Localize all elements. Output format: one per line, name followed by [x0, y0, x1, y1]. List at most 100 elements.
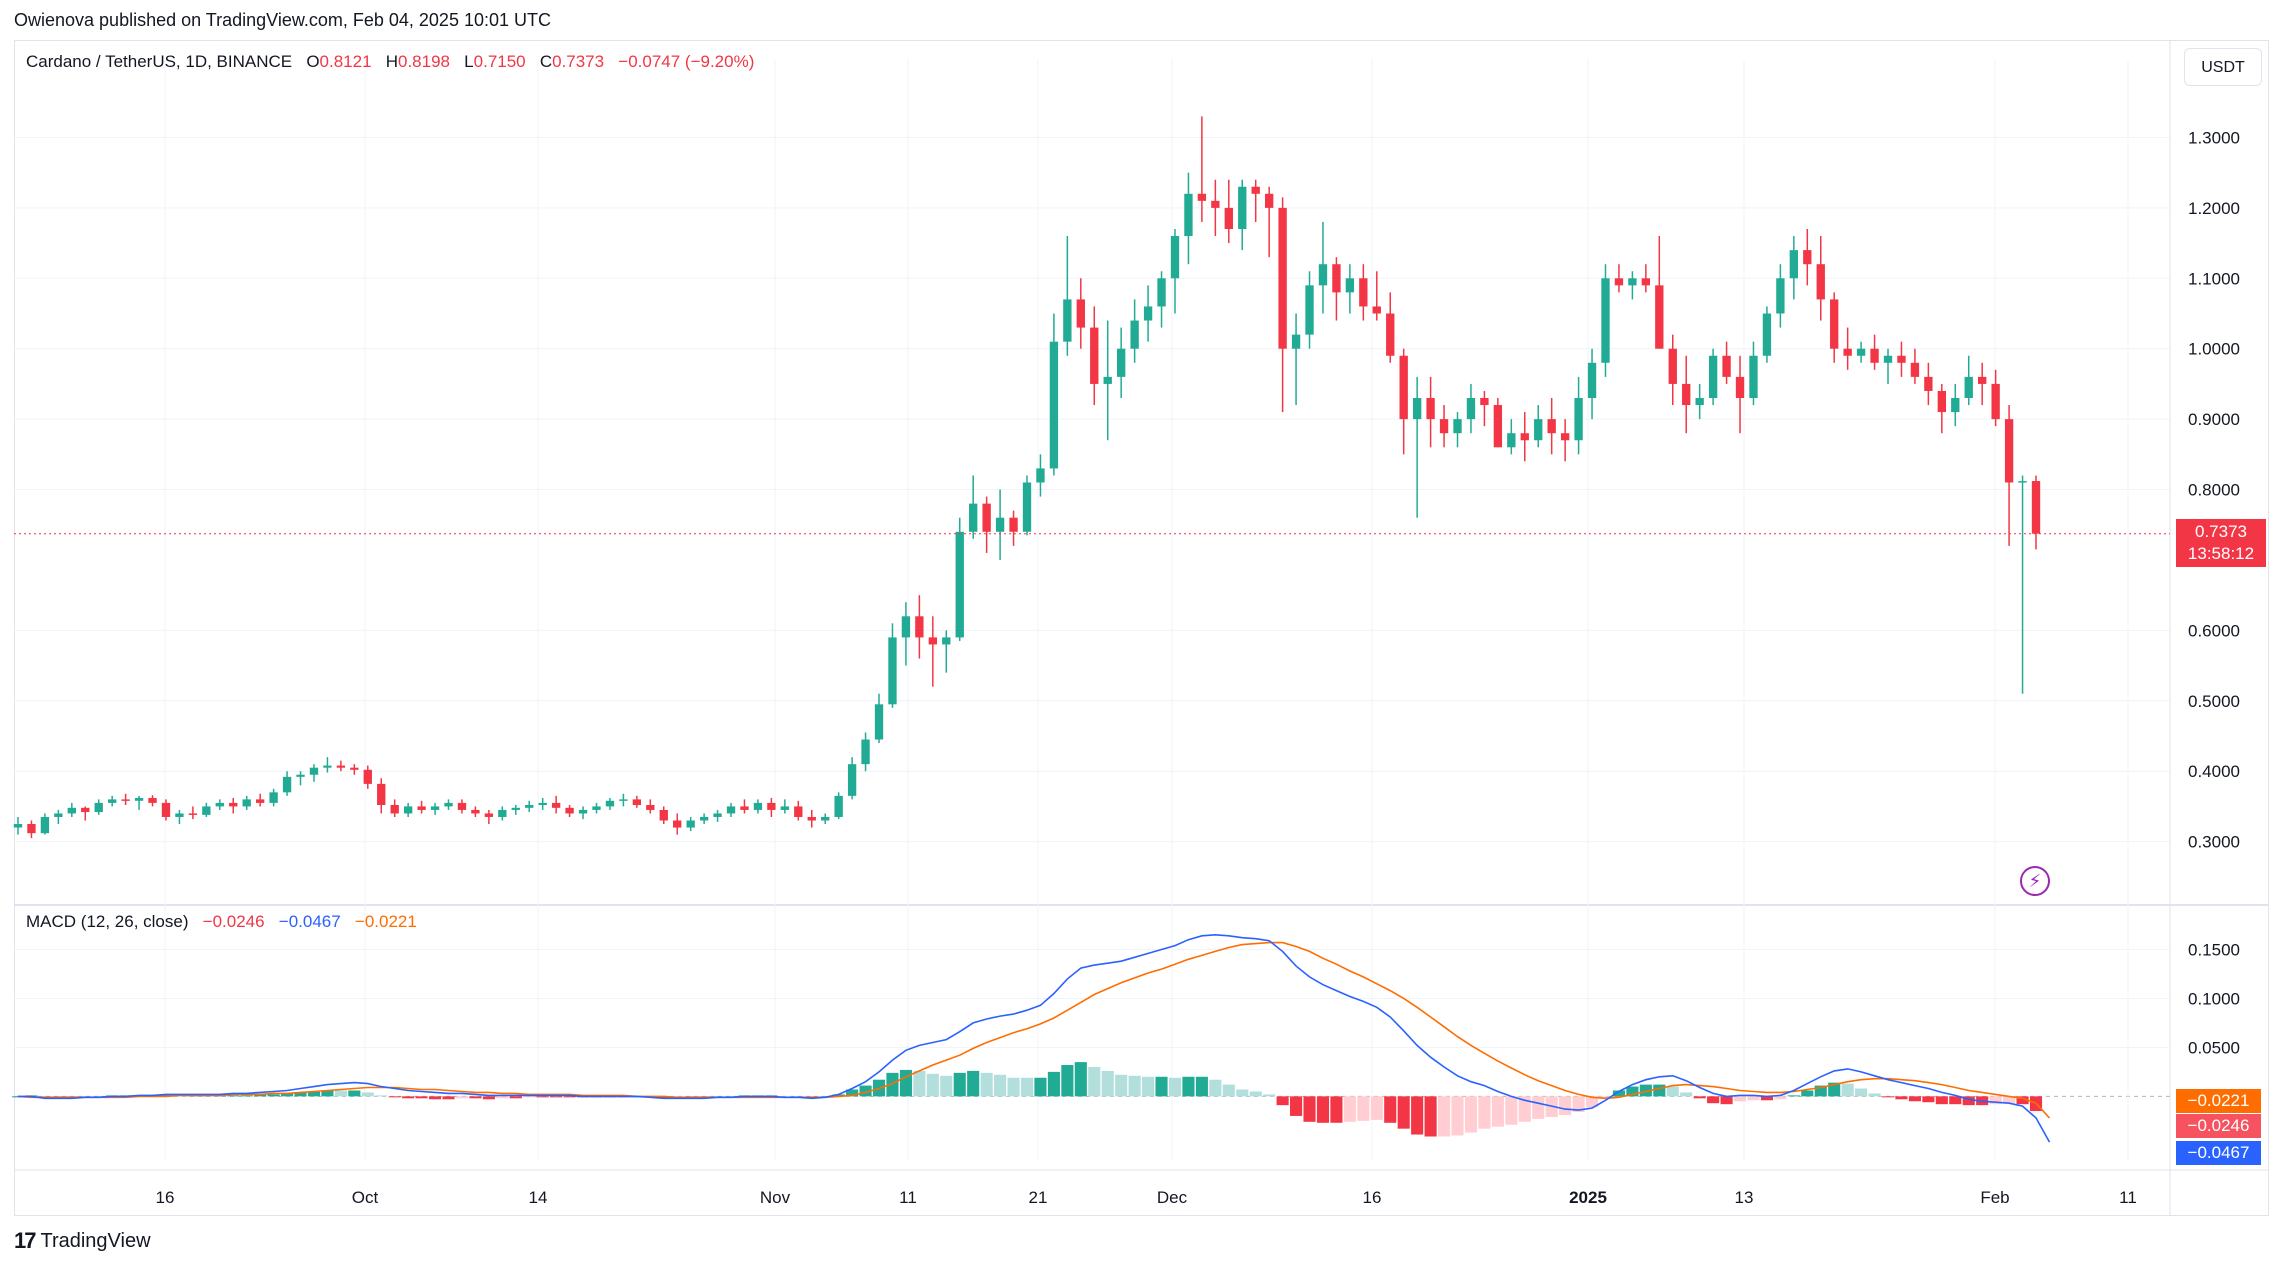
candle-body [1439, 419, 1449, 434]
candle-body [673, 820, 682, 828]
candle-body [1022, 482, 1032, 532]
macd-legend[interactable]: MACD (12, 26, close) −0.0246 −0.0467 −0.… [26, 912, 417, 932]
candle-body [1184, 193, 1193, 237]
price-tick-label: 0.9000 [2188, 410, 2240, 429]
footer-brand-text: TradingView [40, 1229, 151, 1252]
macd-histogram-bar [1491, 1096, 1504, 1127]
macd-title[interactable]: MACD (12, 26, close) [26, 912, 189, 931]
macd-histogram-bar [899, 1069, 912, 1097]
macd-histogram-bar [1962, 1096, 1975, 1106]
macd-histogram-bar [1814, 1085, 1827, 1097]
candle-body [1628, 278, 1637, 286]
symbol-title[interactable]: Cardano / TetherUS, 1D, BINANCE [26, 52, 293, 71]
candle-body [67, 807, 76, 814]
time-tick-label: Feb [1980, 1188, 2009, 1207]
candle-body [753, 802, 763, 810]
macd-histogram-bar [1088, 1066, 1101, 1097]
candle-body [1883, 355, 1893, 363]
candle-body [188, 813, 198, 815]
candle-body [1117, 348, 1126, 377]
macd-histogram-bar [1572, 1096, 1585, 1113]
macd-histogram-bar [994, 1074, 1007, 1097]
candle-body [969, 503, 978, 532]
macd-histogram-bar [1733, 1096, 1747, 1102]
candle-body [551, 802, 561, 808]
macd-histogram-bar [536, 1096, 549, 1098]
candle-body [1426, 398, 1435, 420]
macd-histogram-bar [1182, 1076, 1195, 1097]
candle-body [229, 802, 238, 807]
time-tick-label: 11 [2119, 1188, 2137, 1207]
lightning-icon[interactable]: ⚡ [2020, 866, 2050, 896]
candle-body [350, 767, 359, 770]
macd-histogram-bar [254, 1094, 267, 1097]
macd-histogram-bar [1707, 1096, 1720, 1104]
candle-body [1534, 419, 1543, 441]
candle-body [1843, 348, 1852, 356]
price-tick-label: 1.3000 [2188, 128, 2240, 147]
candle-body [1708, 355, 1718, 398]
candle-body [296, 774, 305, 777]
symbol-legend[interactable]: Cardano / TetherUS, 1D, BINANCE O0.8121 … [26, 52, 754, 72]
macd-histogram-bar [307, 1091, 321, 1097]
macd-histogram-bar [375, 1095, 388, 1097]
high-value: 0.8198 [398, 52, 450, 71]
candle-body [713, 813, 722, 817]
macd-histogram-bar [1451, 1096, 1464, 1136]
candle-body [1049, 341, 1059, 469]
macd-histogram-bar [442, 1096, 455, 1100]
price-tick-label: 0.6000 [2188, 621, 2240, 640]
candle-body [255, 799, 265, 803]
footer-brand[interactable]: 17 TradingView [14, 1228, 151, 1254]
candle-body [2004, 419, 2014, 483]
macd-histogram-bar [1290, 1096, 1303, 1116]
time-tick-label: 21 [1029, 1188, 1048, 1207]
chart-frame [14, 40, 2269, 1216]
candle-body [901, 616, 911, 638]
candle-body [1762, 313, 1772, 356]
price-tick-label: 0.4000 [2188, 762, 2240, 781]
macd-histogram-bar [2003, 1096, 2016, 1104]
candle-body [1991, 383, 2000, 420]
candle-body [242, 799, 251, 807]
candle-body [1453, 419, 1462, 434]
macd-histogram-bar [1908, 1096, 1921, 1102]
candle-body [592, 806, 601, 810]
macd-histogram-bar [1249, 1091, 1262, 1097]
currency-button[interactable]: USDT [2184, 48, 2262, 86]
macd-histogram-bar [509, 1096, 522, 1099]
time-tick-label: Dec [1157, 1188, 1188, 1207]
candle-body [1587, 362, 1597, 398]
candle-body [1924, 376, 1933, 391]
macd-histogram-bar [1666, 1086, 1679, 1097]
macd-histogram-bar [1155, 1076, 1168, 1097]
candle-body [726, 806, 736, 814]
candle-body [2031, 481, 2041, 534]
price-tick-label: 1.1000 [2188, 269, 2240, 288]
candle-body [1655, 285, 1664, 349]
tradingview-logo-icon: 17 [14, 1228, 37, 1253]
candle-body [1803, 250, 1812, 265]
macd-histogram-bar [227, 1095, 240, 1097]
candle-body [336, 765, 346, 768]
macd-histogram-bar [428, 1096, 442, 1100]
candle-body [1870, 348, 1879, 363]
candle-body [282, 776, 292, 793]
macd-histogram-bar [1370, 1096, 1383, 1120]
candle-body [1776, 278, 1785, 314]
price-tick-label: 0.8000 [2188, 481, 2240, 500]
macd-histogram-bar [1505, 1096, 1518, 1125]
candle-body [821, 816, 830, 821]
candle-body [955, 531, 964, 638]
candle-body [215, 802, 224, 807]
macd-histogram-bar [1935, 1096, 1948, 1105]
candle-body [1614, 278, 1624, 286]
macd-histogram-bar [1612, 1090, 1626, 1097]
macd-tick-label: 0.1500 [2188, 940, 2240, 959]
macd-histogram-bar [1949, 1096, 1962, 1105]
candle-body [1668, 348, 1677, 384]
candle-body [525, 805, 534, 808]
candle-body [134, 797, 144, 801]
candle-body [108, 799, 117, 803]
